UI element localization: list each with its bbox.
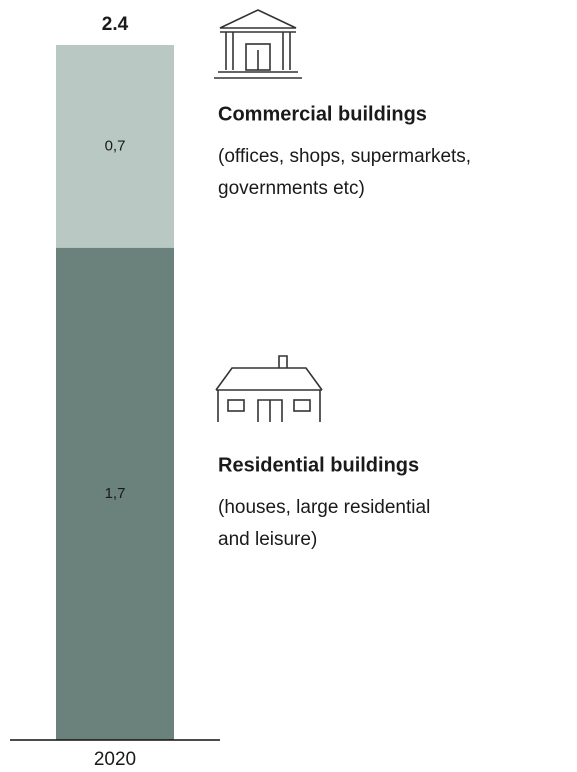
legend-description: (houses, large residential (218, 497, 430, 518)
bar-segment (56, 45, 174, 248)
commercial-icon (214, 9, 302, 79)
x-tick-label: 2020 (94, 749, 136, 770)
legend-title: Residential buildings (218, 454, 419, 476)
legend-title: Commercial buildings (218, 103, 427, 125)
legend-description: (offices, shops, supermarkets, (218, 146, 471, 167)
value-label: 1,7 (105, 485, 126, 502)
total-label: 2.4 (102, 14, 129, 35)
bar-segment (56, 247, 174, 741)
legend-description: governments etc) (218, 178, 365, 199)
residential-icon (215, 355, 323, 422)
value-label: 0,7 (105, 137, 126, 154)
legend-description: and leisure) (218, 529, 317, 550)
